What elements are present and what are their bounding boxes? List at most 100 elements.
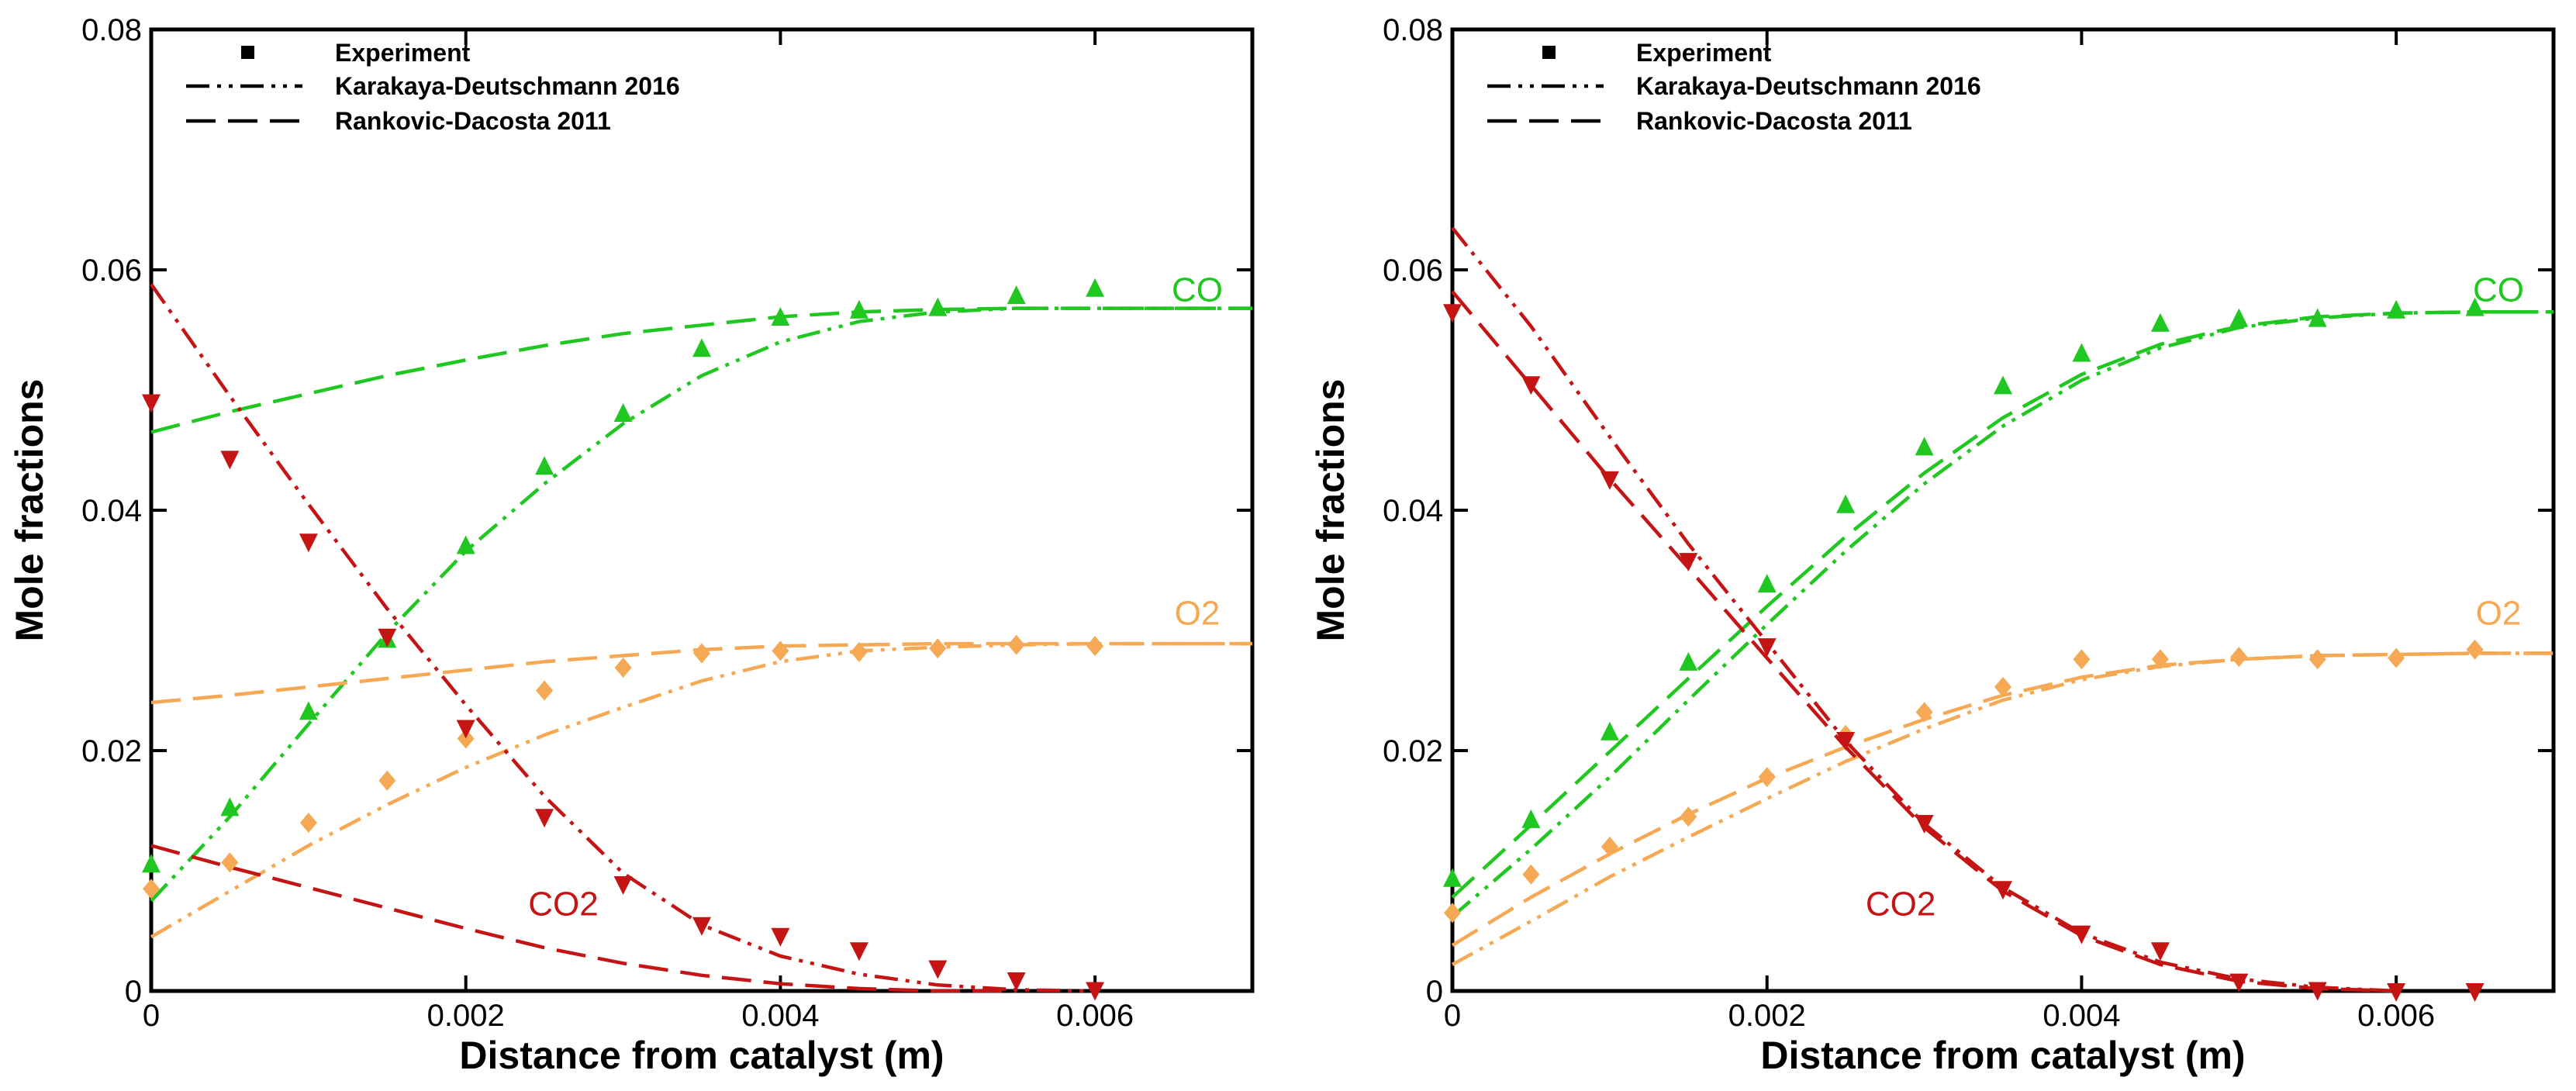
data-point-co2 (220, 451, 240, 470)
data-point-co (692, 338, 711, 357)
legend-marker-square-icon (1542, 46, 1556, 59)
data-point-co2 (535, 809, 554, 828)
data-point-o2 (693, 643, 710, 664)
series-line-o2-rankovic (1451, 651, 2554, 948)
data-point-co2 (928, 960, 948, 979)
legend: Experiment Karakaya-Deutschmann 2016 Ran… (186, 39, 680, 135)
data-point-co (456, 535, 475, 554)
data-point-co2 (2308, 982, 2327, 1001)
data-point-o2 (1444, 903, 1461, 924)
data-point-co (1600, 721, 1619, 741)
series-line-co2-karakaya (150, 283, 1096, 993)
data-point-co (1836, 494, 1856, 513)
legend-label-rankovic: Rankovic-Dacosta 2011 (335, 107, 611, 135)
series-line-co-rankovic (1451, 310, 2554, 899)
y-tick-label: 0.04 (81, 494, 142, 528)
data-point-co (1757, 574, 1777, 593)
data-point-o2 (536, 680, 554, 701)
legend-label-rankovic: Rankovic-Dacosta 2011 (1636, 107, 1912, 135)
data-point-co (2308, 308, 2327, 327)
data-point-o2 (850, 641, 868, 662)
data-point-co2 (1521, 376, 1541, 395)
data-point-co (1086, 278, 1105, 297)
data-point-co2 (1086, 982, 1105, 1001)
data-point-co2 (456, 720, 475, 739)
data-point-co (1915, 437, 1934, 456)
data-point-co2 (613, 876, 633, 895)
data-point-co2 (2072, 925, 2091, 944)
data-point-o2 (1680, 806, 1697, 827)
y-tick-label: 0.02 (81, 734, 142, 768)
data-point-o2 (1601, 837, 1618, 857)
data-point-co2 (1600, 471, 1619, 490)
data-point-co2 (1994, 881, 2012, 900)
data-point-co (2387, 299, 2406, 319)
legend-label-karakaya: Karakaya-Deutschmann 2016 (335, 72, 680, 100)
y-tick-label: 0 (1426, 975, 1443, 1009)
legend-label-experiment: Experiment (335, 39, 471, 67)
data-point-co2 (1679, 553, 1698, 572)
data-point-co (142, 854, 161, 873)
data-point-o2 (221, 852, 239, 873)
data-point-co (2150, 312, 2170, 332)
data-point-co (2072, 343, 2091, 362)
legend-label-experiment: Experiment (1636, 39, 1772, 67)
data-point-co (928, 297, 948, 316)
data-point-o2 (2230, 647, 2248, 668)
annotation-co2: CO2 (1866, 885, 1935, 923)
data-point-co2 (2229, 973, 2249, 993)
data-point-o2 (772, 640, 789, 661)
data-point-co (1679, 651, 1698, 671)
data-point-co2 (692, 917, 711, 936)
plot-frame (149, 27, 1255, 993)
y-tick-label: 0.08 (81, 13, 142, 47)
series-line-co-rankovic (150, 306, 1252, 434)
annotation-co: CO (1172, 271, 1223, 309)
data-point-o2 (2308, 649, 2326, 670)
data-point-o2 (1758, 767, 1776, 788)
data-point-o2 (614, 658, 632, 678)
legend-label-karakaya: Karakaya-Deutschmann 2016 (1636, 72, 1981, 100)
data-point-co (1007, 285, 1026, 305)
annotation-co: CO (2473, 271, 2524, 309)
data-point-o2 (299, 813, 317, 833)
y-tick-label: 0.04 (1383, 494, 1443, 528)
data-point-co (220, 797, 240, 817)
x-tick-label: 0.004 (2042, 999, 2120, 1033)
data-point-co (1994, 375, 2012, 395)
x-tick-label: 0.004 (741, 999, 819, 1033)
data-point-o2 (1994, 676, 2011, 697)
data-point-co (2465, 297, 2484, 316)
data-point-co (1521, 809, 1541, 828)
data-point-co2 (378, 628, 397, 647)
series-line-co2-rankovic (150, 844, 1017, 993)
plot-area: 0 0.002 0.004 0.006 0 0.02 0.04 0.06 0.08 CO O2 CO2 (81, 13, 1252, 1033)
x-tick-label: 0 (1444, 999, 1461, 1033)
series-line-co-karakaya (150, 306, 1252, 903)
x-tick-label: 0.002 (427, 999, 505, 1033)
annotation-co2: CO2 (528, 885, 598, 923)
data-point-co (535, 456, 554, 475)
data-point-o2 (2466, 639, 2484, 660)
data-point-co2 (142, 394, 161, 413)
data-point-co (1443, 868, 1462, 887)
annotation-o2: O2 (2476, 594, 2522, 632)
data-point-co2 (1443, 304, 1462, 323)
series-line-co-karakaya (1451, 310, 2554, 918)
data-point-co2 (849, 942, 868, 962)
y-axis-label: Mole fractions (1309, 379, 1352, 642)
x-tick-label: 0.002 (1728, 999, 1806, 1033)
data-point-co (2229, 308, 2249, 327)
x-axis-label: Distance from catalyst (m) (459, 1034, 944, 1077)
series-line-o2-karakaya (1451, 651, 2554, 966)
data-point-o2 (1915, 702, 1933, 723)
series-line-o2-karakaya (150, 641, 1252, 939)
data-point-co2 (2465, 983, 2484, 1002)
series-line-co2-karakaya (1451, 226, 2397, 993)
legend-marker-square-icon (241, 46, 254, 59)
data-point-co (849, 299, 868, 319)
data-point-o2 (1007, 634, 1025, 655)
y-tick-label: 0.08 (1383, 13, 1443, 47)
data-point-co2 (1757, 638, 1777, 658)
